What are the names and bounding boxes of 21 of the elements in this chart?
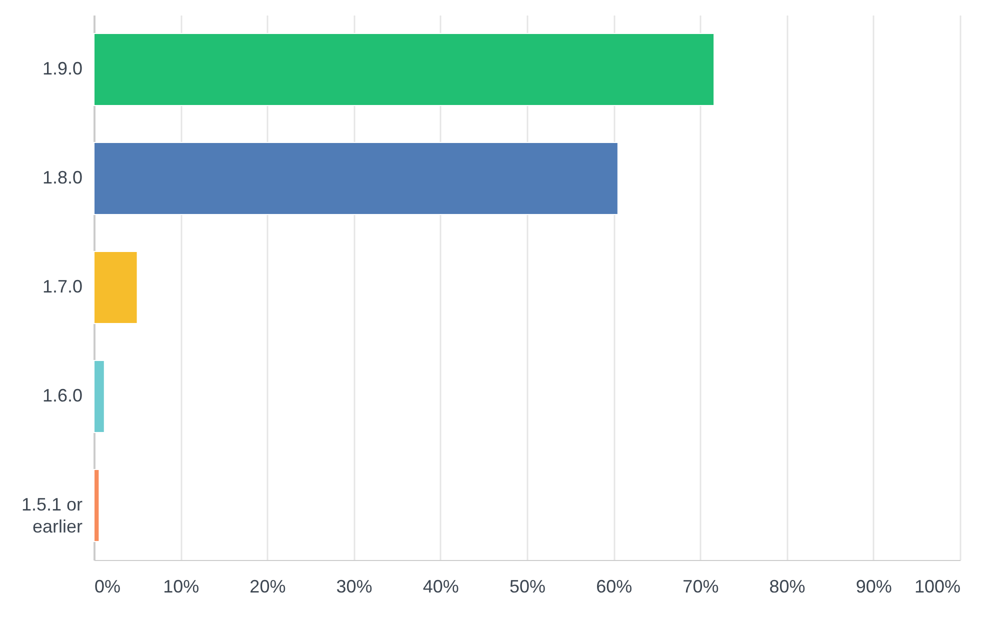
bar xyxy=(94,360,105,433)
y-tick-label: 1.8.0 xyxy=(42,168,82,188)
bar xyxy=(94,251,138,324)
bar xyxy=(94,142,618,215)
x-tick-label: 60% xyxy=(596,576,632,596)
x-tick-label: 70% xyxy=(682,576,719,596)
x-tick-label: 90% xyxy=(856,576,892,596)
bar xyxy=(94,33,715,106)
y-tick-label: 1.6.0 xyxy=(42,386,82,406)
y-tick-label: 1.7.0 xyxy=(42,276,82,296)
y-tick-label: 1.5.1 or earlier xyxy=(21,494,82,536)
x-tick-label: 100% xyxy=(914,576,960,596)
x-tick-label: 20% xyxy=(250,576,286,596)
x-tick-label: 10% xyxy=(163,576,200,596)
x-tick-label: 80% xyxy=(769,576,806,596)
x-tick-label: 50% xyxy=(509,576,546,596)
bar xyxy=(94,469,100,542)
x-tick-label: 30% xyxy=(336,576,372,596)
x-tick-label: 0% xyxy=(94,576,121,596)
y-tick-label: 1.9.0 xyxy=(42,58,82,78)
x-tick-label: 40% xyxy=(422,576,459,596)
